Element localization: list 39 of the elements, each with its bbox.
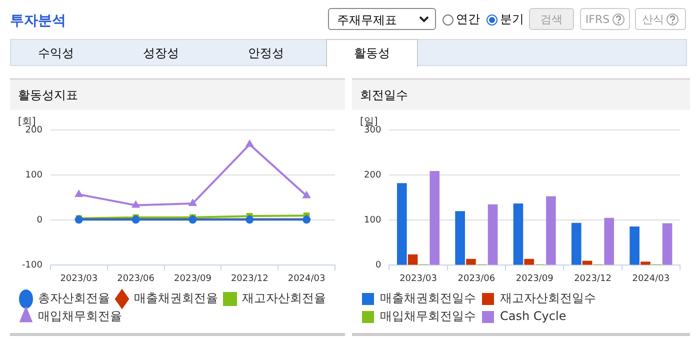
legend-label: 재고자산회전율 xyxy=(242,291,326,306)
x-tick-label: 2023/03 xyxy=(60,274,98,284)
legend-label: 매출채권회전율 xyxy=(134,291,218,306)
x-tick-label: 2023/12 xyxy=(230,274,268,284)
text: IFRS xyxy=(585,12,610,26)
text: 안정성 xyxy=(247,44,285,62)
x-tick-label: 2023/06 xyxy=(117,274,155,284)
x-tick-label: 2023/12 xyxy=(574,274,612,284)
y-tick-label: -100 xyxy=(22,260,43,271)
legend-label: 매입채무회전율 xyxy=(38,309,122,324)
y-tick-label: 0 xyxy=(36,215,43,226)
chart-title: 활동성지표 xyxy=(10,80,345,110)
x-tick-label: 2023/09 xyxy=(516,274,554,284)
text: 분기 xyxy=(500,11,524,28)
y-tick-label: 100 xyxy=(25,170,43,180)
legend-label: 총자산회전율 xyxy=(38,291,110,306)
legend-label: Cash Cycle xyxy=(500,309,566,324)
text: 수익성 xyxy=(37,44,75,62)
legend-label: 재고자산회전일수 xyxy=(500,291,596,306)
text: 검색 xyxy=(540,12,562,26)
legend-label: 매출채권회전일수 xyxy=(380,291,476,306)
y-tick-label: 100 xyxy=(364,215,382,226)
chart-title: 회전일수 xyxy=(352,80,690,110)
text: 활동성 xyxy=(326,39,418,67)
x-tick-label: 2023/06 xyxy=(458,274,496,284)
y-tick-label: 200 xyxy=(25,125,43,136)
y-tick-label: 300 xyxy=(364,125,382,136)
legend-label: 매입채무회전일수 xyxy=(380,309,476,324)
x-tick-label: 2023/09 xyxy=(174,274,212,284)
text: 연간 xyxy=(456,11,480,28)
y-tick-label: 0 xyxy=(375,260,382,271)
x-tick-label: 2024/03 xyxy=(288,274,326,284)
text: 산식 xyxy=(642,12,664,26)
text: 성장성 xyxy=(142,44,180,62)
x-tick-label: 2024/03 xyxy=(632,274,670,284)
text: 주재무제표 xyxy=(337,13,397,27)
y-tick-label: 200 xyxy=(364,170,382,180)
x-tick-label: 2023/03 xyxy=(400,274,437,284)
text: 투자분석 xyxy=(10,12,66,30)
